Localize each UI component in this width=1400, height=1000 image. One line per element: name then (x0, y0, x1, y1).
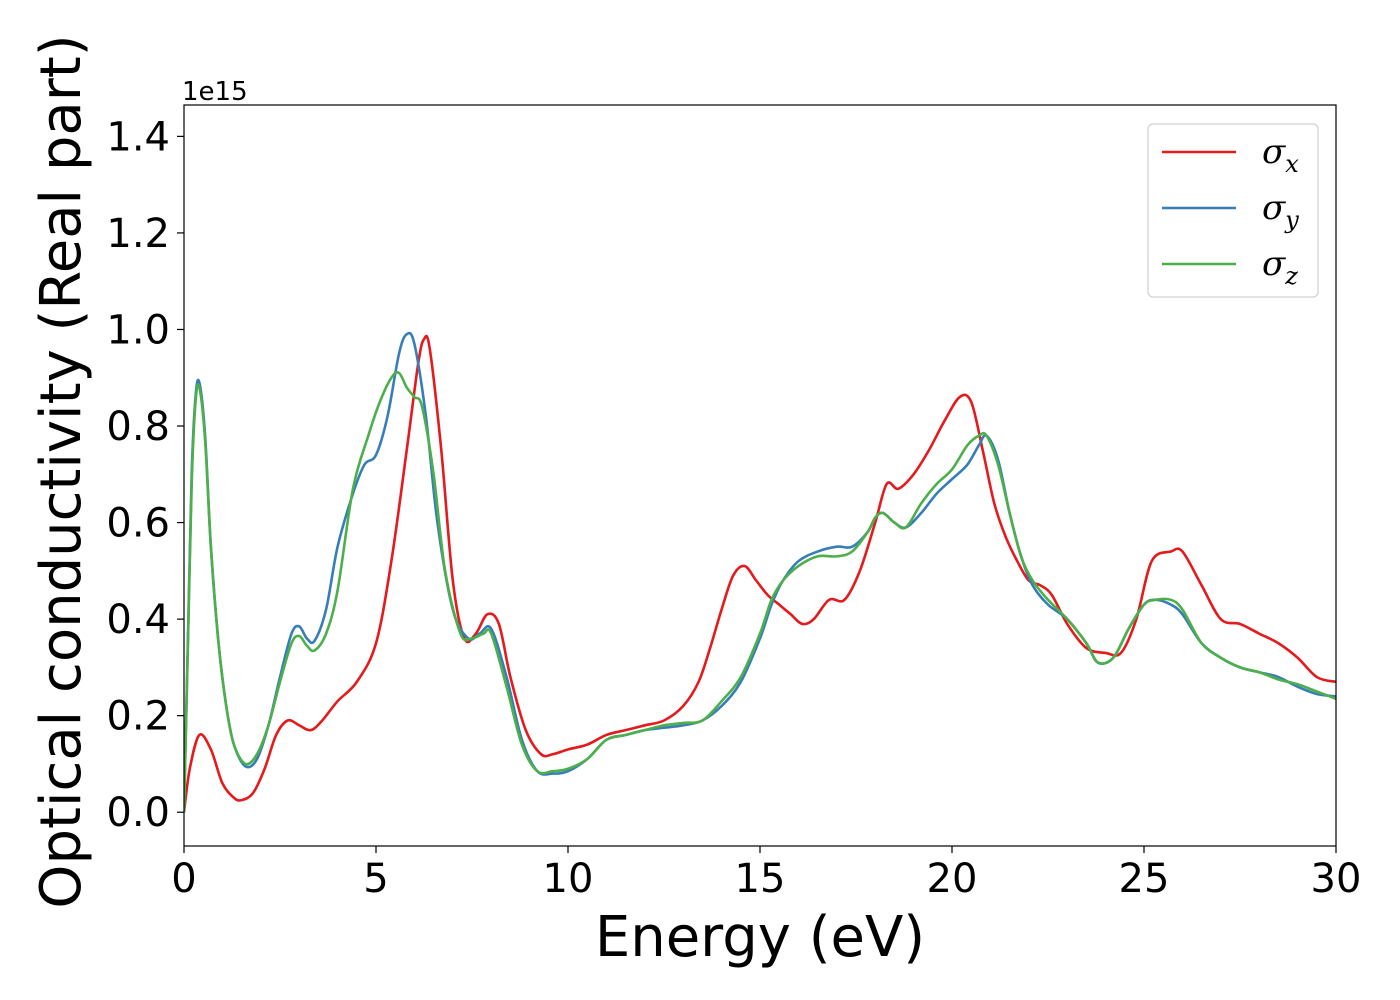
y-tick-label: 1.2 (106, 211, 170, 257)
series-layer (184, 331, 1336, 813)
x-tick-label: 30 (1311, 856, 1362, 902)
y-offset-label: 1e15 (182, 77, 248, 107)
series-line-z (184, 371, 1336, 813)
y-tick-label: 0.6 (106, 501, 170, 547)
legend-label-x: σx (1262, 132, 1299, 178)
legend-label-z: σz (1262, 244, 1298, 290)
x-tick-label: 20 (927, 856, 978, 902)
y-tick-label: 1.0 (106, 307, 170, 353)
series-line-y (184, 331, 1336, 813)
x-tick-label: 0 (171, 856, 196, 902)
x-tick-label: 15 (735, 856, 786, 902)
x-tick-label: 25 (1119, 856, 1170, 902)
y-tick-label: 0.8 (106, 404, 170, 450)
legend: σx σy σz (1147, 123, 1319, 298)
y-axis-label: Optical conductivity (Real part) (29, 34, 94, 908)
y-axis: 0.0 0.2 0.4 0.6 0.8 1.0 1.2 1.4 (106, 114, 184, 836)
x-axis-label: Energy (eV) (595, 905, 925, 970)
x-axis: 0 5 10 15 20 25 30 (171, 846, 1361, 902)
y-tick-label: 1.4 (106, 114, 170, 160)
y-tick-label: 0.4 (106, 597, 170, 643)
legend-box (1147, 123, 1319, 298)
legend-label-y: σy (1262, 188, 1299, 234)
y-tick-label: 0.0 (106, 790, 170, 836)
y-tick-label: 0.2 (106, 694, 170, 740)
x-tick-label: 5 (363, 856, 388, 902)
x-tick-label: 10 (543, 856, 594, 902)
series-line-x (184, 334, 1336, 813)
